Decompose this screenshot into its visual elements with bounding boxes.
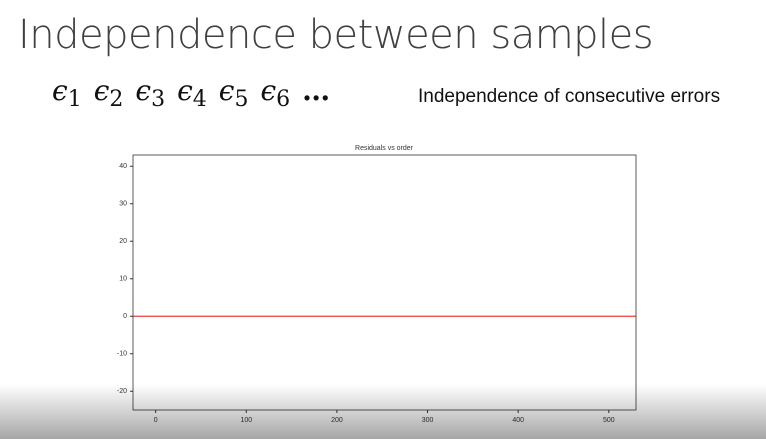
slide-title: Independence between samples — [18, 12, 654, 58]
x-tick-label: 100 — [240, 417, 252, 424]
epsilon-index: 5 — [234, 87, 249, 112]
plot-frame — [132, 154, 637, 411]
x-tick-label: 400 — [512, 417, 524, 424]
epsilon-sequence: ϵ1 ϵ2 ϵ3 ϵ4 ϵ5 ϵ6… — [52, 74, 330, 112]
epsilon: ϵ4 — [177, 74, 207, 112]
epsilon-index: 3 — [151, 87, 166, 112]
chart-title: Residuals vs order — [355, 145, 414, 152]
y-tick-label: 10 — [119, 276, 127, 283]
epsilon: ϵ6 — [260, 74, 290, 112]
y-tick-label: 30 — [119, 201, 127, 208]
epsilon: ϵ3 — [135, 74, 165, 112]
epsilon-index: 4 — [192, 87, 207, 112]
x-tick-label: 500 — [603, 417, 615, 424]
epsilon-index: 6 — [276, 87, 291, 112]
epsilon: ϵ5 — [218, 74, 249, 112]
epsilon-index: 1 — [67, 87, 82, 112]
y-tick-label: -20 — [117, 388, 127, 395]
x-tick-label: 300 — [422, 417, 434, 424]
y-tick-label: 0 — [123, 313, 127, 320]
y-tick-label: -10 — [117, 351, 127, 358]
y-tick-label: 40 — [119, 163, 127, 170]
epsilon-symbol: ϵ — [177, 74, 193, 107]
epsilon-symbol: ϵ — [93, 74, 110, 107]
epsilon: ϵ1 — [52, 74, 82, 112]
slide-subtitle: Independence of consecutive errors — [418, 86, 721, 107]
epsilon-symbol: ϵ — [52, 74, 68, 107]
x-tick-label: 200 — [331, 417, 343, 424]
epsilon-symbol: ϵ — [260, 74, 277, 107]
epsilon-symbol: ϵ — [135, 74, 152, 107]
ellipsis: … — [302, 74, 331, 107]
y-tick-label: 20 — [119, 238, 127, 245]
epsilon: ϵ2 — [93, 74, 124, 112]
epsilon-index: 2 — [109, 87, 124, 112]
x-tick-label: 0 — [154, 417, 158, 424]
epsilon-symbol: ϵ — [218, 74, 235, 107]
